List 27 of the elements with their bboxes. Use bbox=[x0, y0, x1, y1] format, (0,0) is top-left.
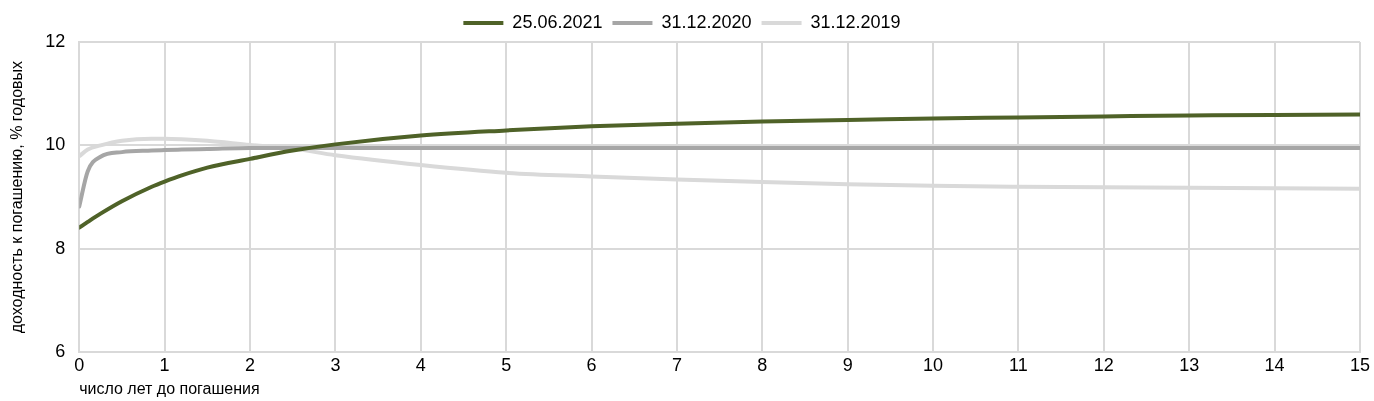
x-tick-label: 15 bbox=[1349, 354, 1371, 375]
x-tick-label: 10 bbox=[923, 354, 944, 375]
x-tick-label: 5 bbox=[501, 354, 512, 375]
x-axis-title: число лет до погашения bbox=[79, 379, 260, 397]
y-tick-label: 8 bbox=[55, 237, 66, 258]
x-tick-label: 11 bbox=[1009, 354, 1028, 375]
x-tick-label: 6 bbox=[586, 354, 597, 375]
legend-label: 31.12.2020 bbox=[661, 11, 752, 32]
x-tick-label: 1 bbox=[159, 354, 170, 375]
line-series bbox=[79, 112, 1360, 230]
line-series bbox=[79, 145, 1360, 209]
x-tick-label: 2 bbox=[244, 354, 255, 375]
x-tick-label: 0 bbox=[74, 354, 85, 375]
y-tick-label: 12 bbox=[45, 30, 66, 51]
y-tick-label: 10 bbox=[45, 134, 66, 155]
legend-label: 25.06.2021 bbox=[512, 11, 603, 32]
x-tick-label: 3 bbox=[330, 354, 341, 375]
y-tick-label: 6 bbox=[55, 341, 66, 362]
x-tick-label: 14 bbox=[1264, 354, 1285, 375]
x-tick-label: 8 bbox=[757, 354, 768, 375]
x-tick-label: 12 bbox=[1093, 354, 1114, 375]
x-tick-label: 7 bbox=[671, 354, 682, 375]
x-tick-label: 9 bbox=[842, 354, 853, 375]
legend-label: 31.12.2019 bbox=[810, 11, 901, 32]
x-tick-label: 4 bbox=[415, 354, 426, 375]
x-tick-label: 13 bbox=[1179, 354, 1200, 375]
y-axis-title: доходность к погашению, % годовых bbox=[8, 60, 26, 334]
